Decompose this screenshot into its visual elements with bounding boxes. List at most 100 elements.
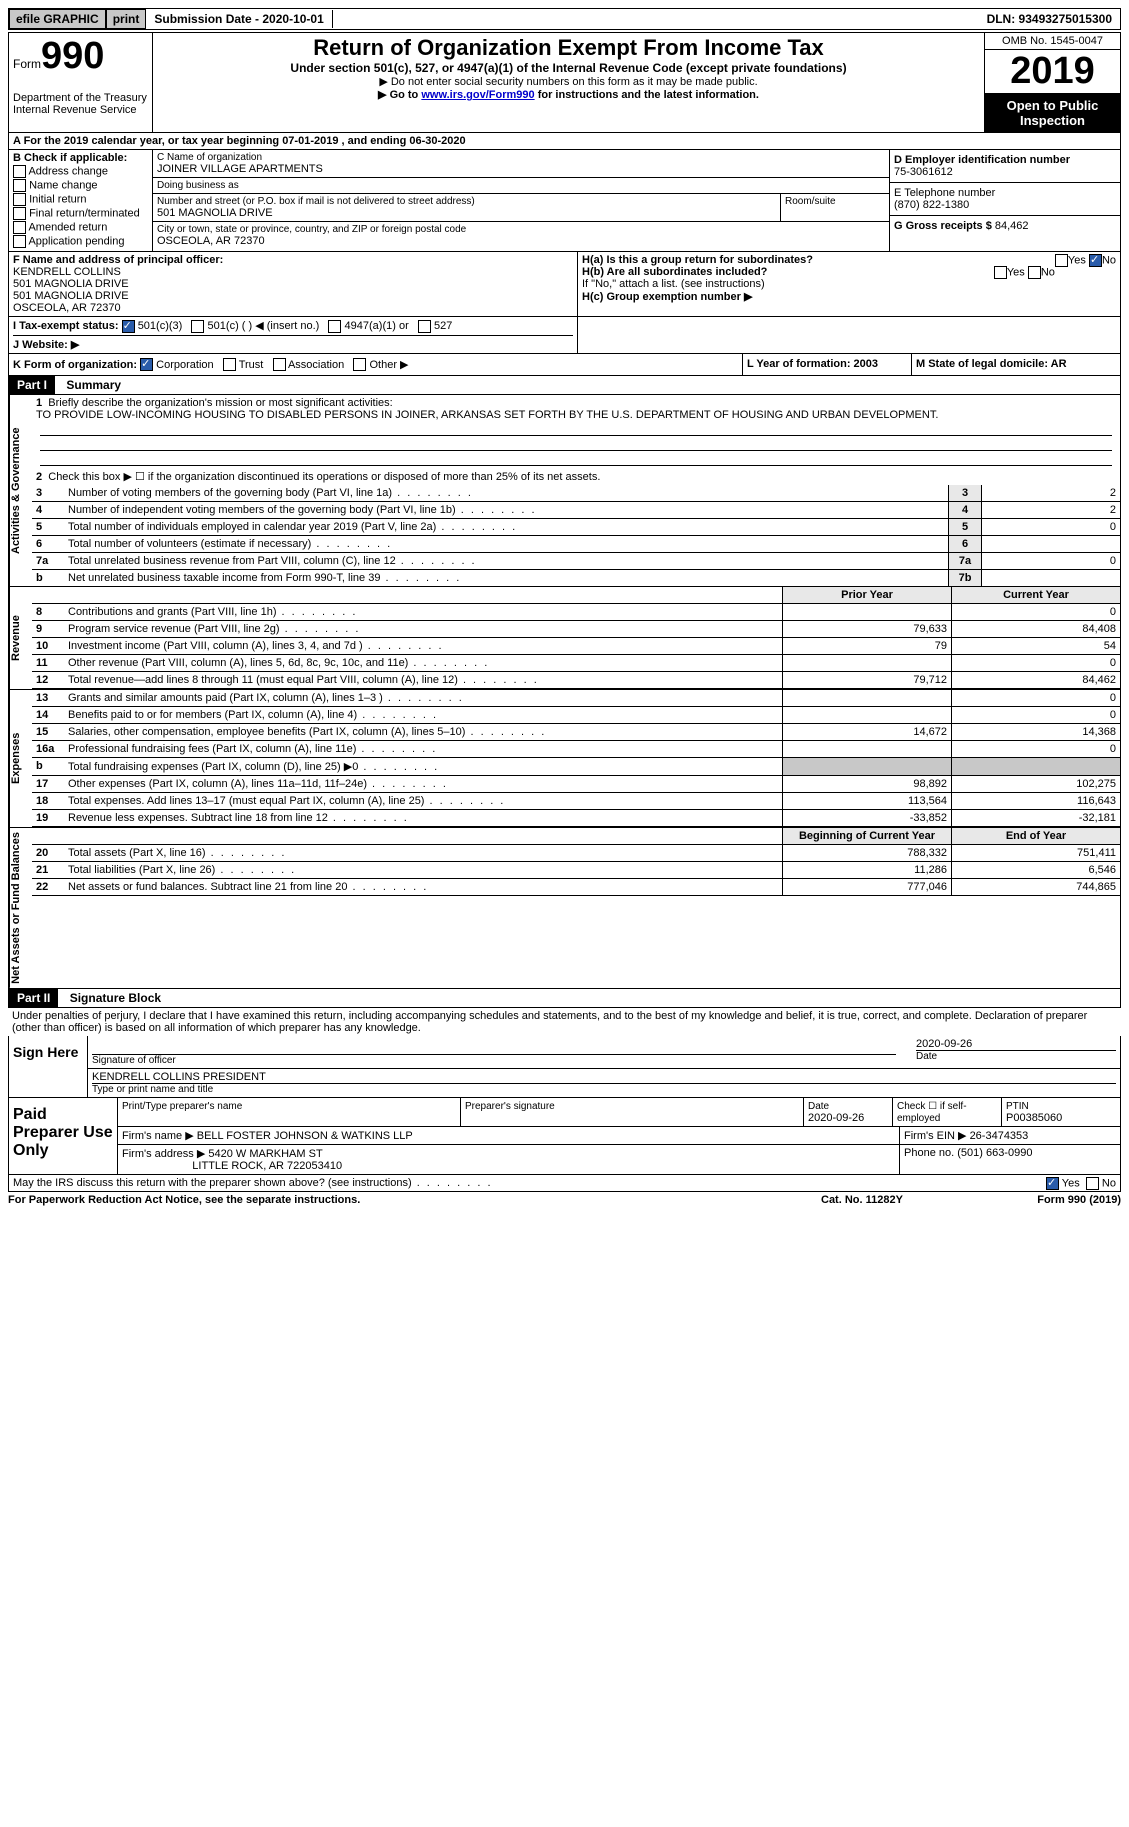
chk-hb-yes[interactable] (994, 266, 1007, 279)
sig-date: 2020-09-26 (916, 1038, 1116, 1051)
ein: 75-3061612 (894, 166, 953, 178)
two-col-line: 11Other revenue (Part VIII, column (A), … (32, 655, 1120, 672)
summary-line: 7aTotal unrelated business revenue from … (32, 553, 1120, 570)
revenue-section: Revenue Prior Year Current Year 8Contrib… (8, 587, 1121, 690)
row-fh: F Name and address of principal officer:… (8, 252, 1121, 317)
summary-line: 4Number of independent voting members of… (32, 502, 1120, 519)
firm-name: BELL FOSTER JOHNSON & WATKINS LLP (197, 1130, 413, 1142)
summary-line: 5Total number of individuals employed in… (32, 519, 1120, 536)
opt-amended: Amended return (28, 221, 107, 233)
sign-here-block: Sign Here Signature of officer 2020-09-2… (8, 1036, 1121, 1098)
ptin: P00385060 (1006, 1112, 1062, 1124)
prep-date: 2020-09-26 (808, 1112, 864, 1124)
opt-assoc: Association (288, 359, 344, 371)
f-lbl: F Name and address of principal officer: (13, 254, 223, 266)
opt-app-pending: Application pending (28, 235, 124, 247)
chk-4947[interactable] (328, 320, 341, 333)
telephone: (870) 822-1380 (894, 199, 969, 211)
opt-name-change: Name change (29, 179, 98, 191)
chk-address-change[interactable] (13, 165, 26, 178)
chk-name-change[interactable] (13, 179, 26, 192)
chk-trust[interactable] (223, 358, 236, 371)
paid-preparer-label: Paid Preparer Use Only (9, 1098, 118, 1174)
chk-hb-no[interactable] (1028, 266, 1041, 279)
opt-4947: 4947(a)(1) or (345, 320, 409, 332)
city-lbl: City or town, state or province, country… (157, 224, 885, 235)
line-a-period: A For the 2019 calendar year, or tax yea… (8, 133, 1121, 150)
submission-date: Submission Date - 2020-10-01 (146, 10, 332, 28)
firm-name-lbl: Firm's name ▶ (122, 1130, 194, 1142)
opt-corp: Corporation (156, 359, 213, 371)
chk-501c3[interactable] (122, 320, 135, 333)
i-lbl: I Tax-exempt status: (13, 320, 119, 332)
two-col-line: 10Investment income (Part VIII, column (… (32, 638, 1120, 655)
vtab-balances: Net Assets or Fund Balances (9, 828, 32, 988)
ptin-hdr: PTIN (1006, 1101, 1029, 1112)
form-number: 990 (41, 35, 104, 77)
opt-final-return: Final return/terminated (29, 207, 140, 219)
two-col-line: 8Contributions and grants (Part VIII, li… (32, 604, 1120, 621)
chk-discuss-yes[interactable] (1046, 1177, 1059, 1190)
chk-ha-yes[interactable] (1055, 254, 1068, 267)
part2-header: Part II Signature Block (8, 989, 1121, 1008)
street-address: 501 MAGNOLIA DRIVE (157, 207, 776, 219)
discuss-row: May the IRS discuss this return with the… (8, 1175, 1121, 1192)
chk-ha-no[interactable] (1089, 254, 1102, 267)
chk-amended[interactable] (13, 221, 26, 234)
chk-app-pending[interactable] (13, 235, 26, 248)
summary-line: 3Number of voting members of the governi… (32, 485, 1120, 502)
part1-header: Part I Summary (8, 376, 1121, 395)
self-emp-hdr: Check ☐ if self-employed (897, 1101, 967, 1124)
addr-lbl: Number and street (or P.O. box if mail i… (157, 196, 776, 207)
chk-initial-return[interactable] (13, 193, 26, 206)
chk-501c[interactable] (191, 320, 204, 333)
chk-discuss-no[interactable] (1086, 1177, 1099, 1190)
q2-text: Check this box ▶ ☐ if the organization d… (48, 471, 600, 483)
q1-lbl: Briefly describe the organization's miss… (48, 397, 392, 409)
omb-number: OMB No. 1545-0047 (985, 33, 1120, 50)
opt-501c: 501(c) ( ) ◀ (insert no.) (208, 320, 320, 332)
two-col-line: 19Revenue less expenses. Subtract line 1… (32, 810, 1120, 827)
form-title: Return of Organization Exempt From Incom… (157, 35, 980, 61)
opt-initial-return: Initial return (29, 193, 86, 205)
m-state: M State of legal domicile: AR (916, 358, 1067, 370)
opt-other: Other ▶ (369, 359, 408, 371)
chk-other[interactable] (353, 358, 366, 371)
paid-preparer-block: Paid Preparer Use Only Print/Type prepar… (8, 1098, 1121, 1175)
summary-line: 6Total number of volunteers (estimate if… (32, 536, 1120, 553)
col-b: B Check if applicable: Address change Na… (9, 150, 153, 251)
part2-title: Signature Block (62, 989, 169, 1007)
dba-lbl: Doing business as (157, 180, 885, 191)
top-bar: efile GRAPHIC print Submission Date - 20… (8, 8, 1121, 30)
two-col-line: bTotal fundraising expenses (Part IX, co… (32, 758, 1120, 776)
form990-link[interactable]: www.irs.gov/Form990 (421, 89, 534, 101)
date-lbl: Date (916, 1051, 1116, 1062)
chk-assoc[interactable] (273, 358, 286, 371)
chk-final-return[interactable] (13, 207, 26, 220)
paperwork-notice: For Paperwork Reduction Act Notice, see … (8, 1194, 821, 1206)
two-col-line: 22Net assets or fund balances. Subtract … (32, 879, 1120, 896)
room-lbl: Room/suite (785, 196, 885, 207)
firm-ein: 26-3474353 (970, 1130, 1029, 1142)
chk-corp[interactable] (140, 358, 153, 371)
efile-button[interactable]: efile GRAPHIC (9, 9, 106, 29)
firm-phone: (501) 663-0990 (957, 1147, 1032, 1159)
balance-header: Beginning of Current Year End of Year (32, 828, 1120, 845)
dept-treasury: Department of the Treasury Internal Reve… (13, 92, 148, 116)
officer-addr3: OSCEOLA, AR 72370 (13, 302, 121, 314)
opt-501c3: 501(c)(3) (138, 320, 183, 332)
opt-527: 527 (434, 320, 452, 332)
dln: DLN: 93493275015300 (979, 10, 1120, 28)
expenses-section: Expenses 13Grants and similar amounts pa… (8, 690, 1121, 828)
print-name-lbl: Type or print name and title (92, 1084, 1116, 1095)
chk-527[interactable] (418, 320, 431, 333)
print-button[interactable]: print (106, 9, 147, 29)
warning-line: ▶ Do not enter social security numbers o… (157, 75, 980, 88)
col-c: C Name of organization JOINER VILLAGE AP… (153, 150, 890, 251)
prior-year-hdr: Prior Year (782, 587, 951, 603)
opt-trust: Trust (239, 359, 264, 371)
mission-text: TO PROVIDE LOW-INCOMING HOUSING TO DISAB… (36, 409, 938, 421)
phone-lbl: Phone no. (904, 1147, 954, 1159)
two-col-line: 20Total assets (Part X, line 16)788,3327… (32, 845, 1120, 862)
revenue-header: Prior Year Current Year (32, 587, 1120, 604)
